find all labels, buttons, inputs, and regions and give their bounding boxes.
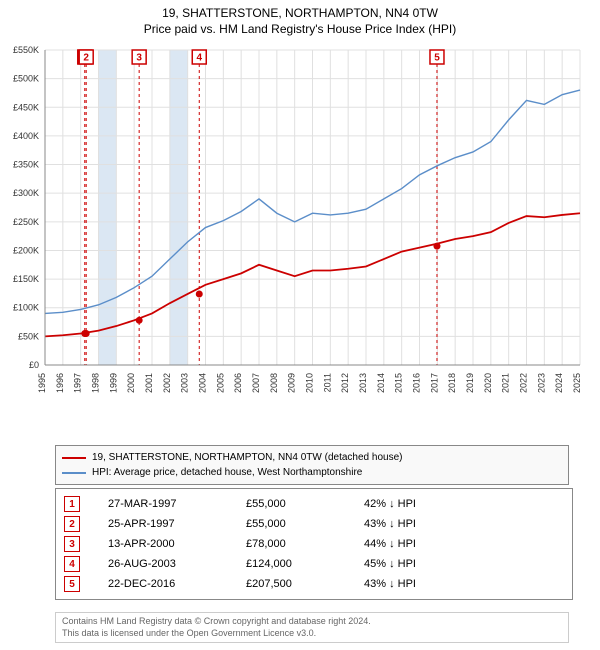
- legend-row-hpi: HPI: Average price, detached house, West…: [62, 465, 562, 480]
- svg-text:1995: 1995: [37, 373, 47, 393]
- svg-text:2005: 2005: [215, 373, 225, 393]
- sale-price: £124,000: [246, 558, 336, 570]
- sale-delta: 43% ↓ HPI: [364, 518, 464, 530]
- sale-row: 5 22-DEC-2016 £207,500 43% ↓ HPI: [64, 574, 564, 594]
- sale-date: 26-AUG-2003: [108, 558, 218, 570]
- sales-table: 1 27-MAR-1997 £55,000 42% ↓ HPI 2 25-APR-1997…: [55, 488, 573, 600]
- sale-delta: 44% ↓ HPI: [364, 538, 464, 550]
- svg-text:1997: 1997: [73, 373, 83, 393]
- svg-text:2009: 2009: [287, 373, 297, 393]
- svg-text:2023: 2023: [536, 373, 546, 393]
- svg-text:2001: 2001: [144, 373, 154, 393]
- svg-text:£250K: £250K: [13, 217, 39, 227]
- svg-text:2019: 2019: [465, 373, 475, 393]
- svg-text:2014: 2014: [376, 373, 386, 393]
- svg-text:2004: 2004: [198, 373, 208, 393]
- svg-text:1998: 1998: [91, 373, 101, 393]
- footer-line1: Contains HM Land Registry data © Crown c…: [62, 616, 562, 628]
- svg-text:2020: 2020: [483, 373, 493, 393]
- sale-date: 25-APR-1997: [108, 518, 218, 530]
- sale-delta: 45% ↓ HPI: [364, 558, 464, 570]
- svg-text:1996: 1996: [55, 373, 65, 393]
- svg-text:2010: 2010: [305, 373, 315, 393]
- sale-date: 27-MAR-1997: [108, 498, 218, 510]
- svg-text:1999: 1999: [108, 373, 118, 393]
- svg-text:2000: 2000: [126, 373, 136, 393]
- svg-text:2016: 2016: [412, 373, 422, 393]
- svg-text:2012: 2012: [340, 373, 350, 393]
- svg-text:2017: 2017: [429, 373, 439, 393]
- legend-swatch-property: [62, 457, 86, 459]
- sale-index-box: 4: [64, 556, 80, 572]
- sale-price: £78,000: [246, 538, 336, 550]
- svg-text:2011: 2011: [322, 373, 332, 392]
- svg-text:2006: 2006: [233, 373, 243, 393]
- svg-text:£350K: £350K: [13, 160, 39, 170]
- sale-index-box: 1: [64, 496, 80, 512]
- title-line2: Price paid vs. HM Land Registry's House …: [0, 22, 600, 38]
- sale-index-box: 5: [64, 576, 80, 592]
- legend-swatch-hpi: [62, 472, 86, 474]
- svg-text:2024: 2024: [554, 373, 564, 393]
- svg-text:2013: 2013: [358, 373, 368, 393]
- svg-text:£150K: £150K: [13, 274, 39, 284]
- title-line1: 19, SHATTERSTONE, NORTHAMPTON, NN4 0TW: [0, 6, 600, 22]
- svg-text:£0: £0: [29, 360, 39, 370]
- sale-row: 1 27-MAR-1997 £55,000 42% ↓ HPI: [64, 494, 564, 514]
- svg-text:£450K: £450K: [13, 102, 39, 112]
- svg-text:4: 4: [196, 53, 202, 64]
- svg-text:£400K: £400K: [13, 131, 39, 141]
- chart-svg: £0£50K£100K£150K£200K£250K£300K£350K£400…: [45, 45, 585, 400]
- svg-text:2015: 2015: [394, 373, 404, 393]
- svg-text:£300K: £300K: [13, 188, 39, 198]
- sale-date: 22-DEC-2016: [108, 578, 218, 590]
- sale-index-box: 2: [64, 516, 80, 532]
- svg-text:£50K: £50K: [18, 331, 39, 341]
- svg-text:2008: 2008: [269, 373, 279, 393]
- legend-label-property: 19, SHATTERSTONE, NORTHAMPTON, NN4 0TW (…: [92, 450, 402, 465]
- svg-text:2002: 2002: [162, 373, 172, 393]
- svg-text:£100K: £100K: [13, 303, 39, 313]
- chart: £0£50K£100K£150K£200K£250K£300K£350K£400…: [45, 45, 585, 400]
- svg-text:5: 5: [434, 53, 440, 64]
- legend-row-property: 19, SHATTERSTONE, NORTHAMPTON, NN4 0TW (…: [62, 450, 562, 465]
- svg-text:£550K: £550K: [13, 45, 39, 55]
- sale-row: 2 25-APR-1997 £55,000 43% ↓ HPI: [64, 514, 564, 534]
- legend-label-hpi: HPI: Average price, detached house, West…: [92, 465, 362, 480]
- svg-text:2021: 2021: [501, 373, 511, 393]
- footer: Contains HM Land Registry data © Crown c…: [55, 612, 569, 643]
- svg-text:2022: 2022: [519, 373, 529, 393]
- sale-row: 4 26-AUG-2003 £124,000 45% ↓ HPI: [64, 554, 564, 574]
- legend: 19, SHATTERSTONE, NORTHAMPTON, NN4 0TW (…: [55, 445, 569, 485]
- svg-text:£200K: £200K: [13, 245, 39, 255]
- svg-text:£500K: £500K: [13, 74, 39, 84]
- chart-title: 19, SHATTERSTONE, NORTHAMPTON, NN4 0TW P…: [0, 0, 600, 37]
- sale-date: 13-APR-2000: [108, 538, 218, 550]
- svg-text:2: 2: [83, 53, 89, 64]
- sale-delta: 43% ↓ HPI: [364, 578, 464, 590]
- svg-text:2025: 2025: [572, 373, 582, 393]
- svg-text:2003: 2003: [180, 373, 190, 393]
- sale-delta: 42% ↓ HPI: [364, 498, 464, 510]
- svg-text:3: 3: [136, 53, 142, 64]
- sale-price: £55,000: [246, 498, 336, 510]
- sale-price: £207,500: [246, 578, 336, 590]
- sale-price: £55,000: [246, 518, 336, 530]
- sale-row: 3 13-APR-2000 £78,000 44% ↓ HPI: [64, 534, 564, 554]
- footer-line2: This data is licensed under the Open Gov…: [62, 628, 562, 640]
- svg-text:2018: 2018: [447, 373, 457, 393]
- sale-index-box: 3: [64, 536, 80, 552]
- svg-text:2007: 2007: [251, 373, 261, 393]
